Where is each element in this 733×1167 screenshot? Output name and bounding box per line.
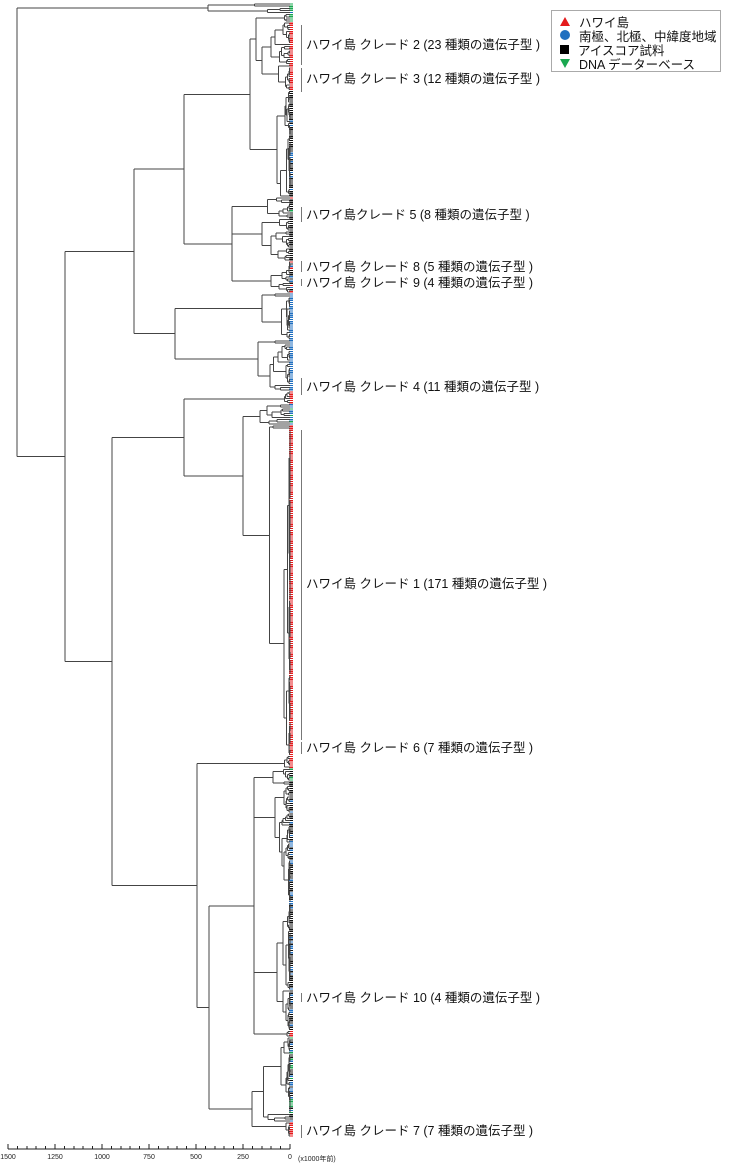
clade-label-7: ハワイ島 クレード 7 (7 種類の遺伝子型 ) (306, 1124, 534, 1138)
clade-bar-8 (301, 261, 302, 272)
clade-bar-3 (301, 68, 302, 92)
legend-item-dna-database: DNA データーベース (560, 56, 720, 72)
legend-item-hawaii: ハワイ島 (560, 14, 720, 30)
axis-tick-label: 750 (143, 1154, 155, 1161)
clade-bar-10 (301, 993, 302, 1002)
clade-label-10: ハワイ島 クレード 10 (4 種類の遺伝子型 ) (306, 991, 541, 1005)
triangle-down-icon (560, 58, 570, 68)
clade-label-1: ハワイ島 クレード 1 (171 種類の遺伝子型 ) (306, 577, 547, 591)
legend: ハワイ島 南極、北極、中緯度地域 アイスコア試料 DNA データーベース (551, 10, 721, 72)
clade-label-9: ハワイ島 クレード 9 (4 種類の遺伝子型 ) (306, 276, 534, 290)
circle-icon (560, 30, 570, 40)
clade-label-5: ハワイ島クレード 5 (8 種類の遺伝子型 ) (306, 208, 530, 222)
clade-label-6: ハワイ島 クレード 6 (7 種類の遺伝子型 ) (306, 741, 534, 755)
clade-bar-7 (301, 1125, 302, 1138)
axis-tick-label: 1250 (47, 1154, 63, 1161)
axis-tick-label: 1000 (94, 1154, 110, 1161)
axis-tick-label: 250 (237, 1154, 249, 1161)
axis-tick-label: 0 (288, 1154, 292, 1161)
clade-label-4: ハワイ島 クレード 4 (11 種類の遺伝子型 ) (306, 380, 540, 394)
clade-label-8: ハワイ島 クレード 8 (5 種類の遺伝子型 ) (306, 260, 534, 274)
clade-bar-4 (301, 378, 302, 395)
clade-bar-6 (301, 742, 302, 754)
clade-bar-1 (301, 430, 302, 740)
clade-bar-2 (301, 25, 302, 65)
square-icon (560, 44, 569, 54)
clade-label-2: ハワイ島 クレード 2 (23 種類の遺伝子型 ) (306, 38, 541, 52)
legend-item-icecore: アイスコア試料 (560, 42, 720, 58)
clade-bar-5 (301, 207, 302, 222)
axis-tick-label: 500 (190, 1154, 202, 1161)
clade-bar-9 (301, 279, 302, 286)
legend-item-polar: 南極、北極、中緯度地域 (560, 28, 720, 44)
axis-tick-label: 1500 (0, 1154, 16, 1161)
clade-label-3: ハワイ島 クレード 3 (12 種類の遺伝子型 ) (306, 72, 541, 86)
triangle-up-icon (560, 16, 570, 26)
axis-unit-label: (x1000年前) (298, 1156, 336, 1163)
